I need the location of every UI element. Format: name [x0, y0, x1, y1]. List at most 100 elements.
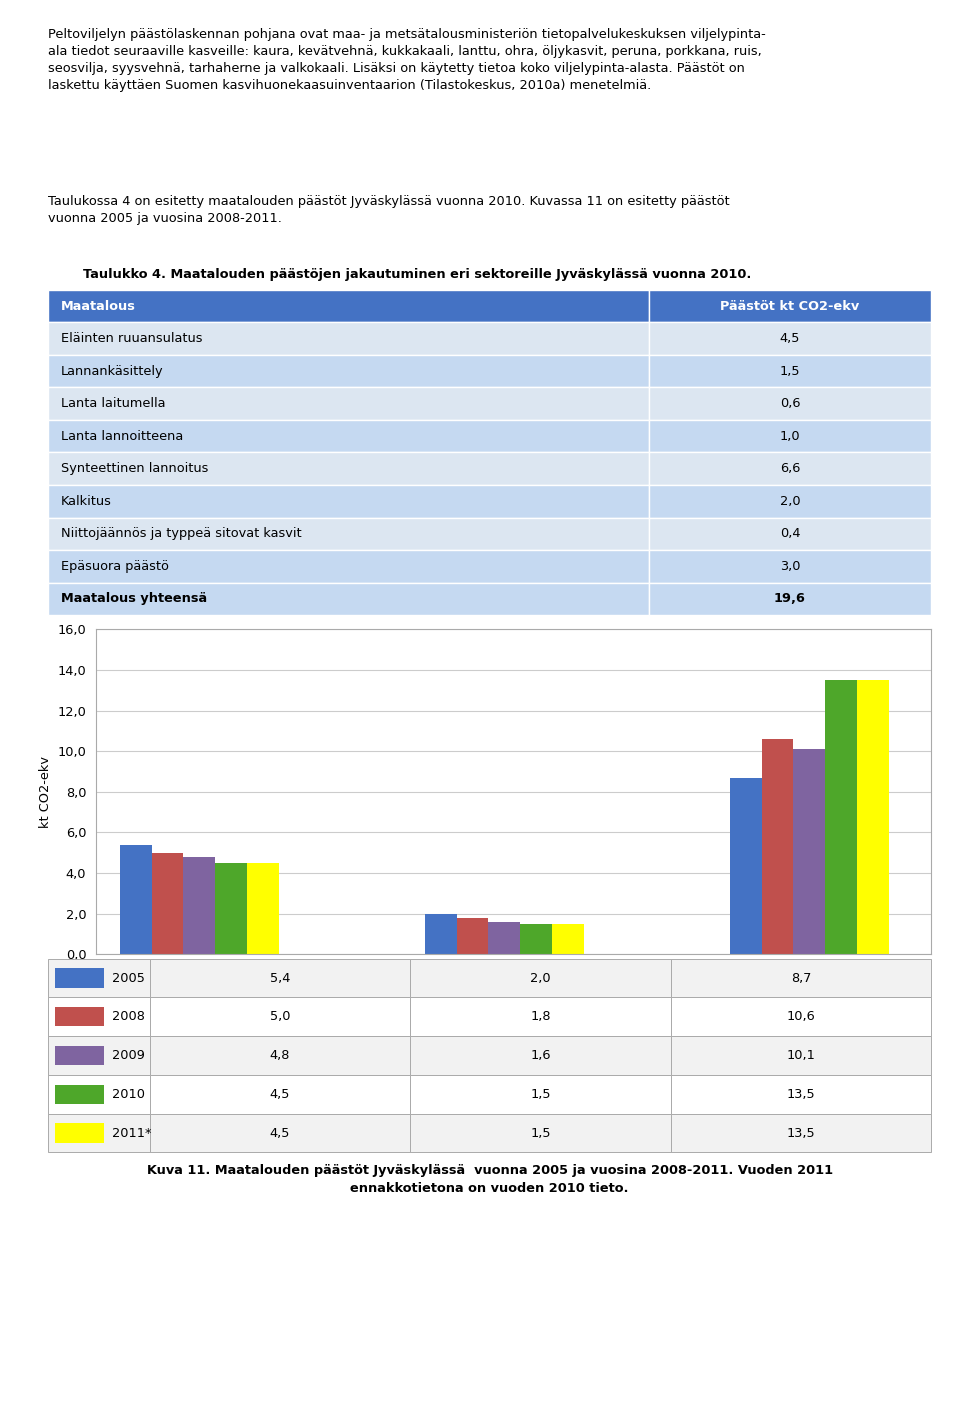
Bar [649, 485, 931, 518]
Bar [649, 518, 931, 550]
Bar [671, 959, 931, 997]
Bar [48, 518, 649, 550]
Text: 6,6: 6,6 [780, 462, 800, 475]
Text: Lannankäsittely: Lannankäsittely [61, 365, 164, 378]
Bar [857, 680, 889, 954]
Bar [826, 680, 857, 954]
Text: 1,5: 1,5 [780, 365, 800, 378]
Text: 1,8: 1,8 [530, 1011, 551, 1024]
Bar [150, 1036, 410, 1075]
Text: 4,5: 4,5 [270, 1087, 290, 1100]
Text: 1,5: 1,5 [530, 1087, 551, 1100]
Text: Eläinten ruuansulatus: Eläinten ruuansulatus [61, 332, 203, 345]
Bar [48, 355, 649, 387]
Bar [183, 857, 215, 954]
Text: Niittojäännös ja typpeä sitovat kasvit: Niittojäännös ja typpeä sitovat kasvit [61, 527, 301, 540]
Text: 2008: 2008 [112, 1011, 145, 1024]
Bar [215, 863, 247, 954]
Text: 10,1: 10,1 [786, 1049, 815, 1062]
Bar [247, 863, 279, 954]
Text: 0,4: 0,4 [780, 527, 800, 540]
Bar [48, 1114, 150, 1152]
Text: Maatalous: Maatalous [61, 300, 136, 312]
Bar [152, 853, 183, 954]
Text: Taulukko 4. Maatalouden päästöjen jakautuminen eri sektoreille Jyväskylässä vuon: Taulukko 4. Maatalouden päästöjen jakaut… [84, 267, 752, 281]
Bar [730, 778, 761, 954]
Text: 1,0: 1,0 [780, 430, 801, 443]
Bar [649, 420, 931, 452]
Text: 5,0: 5,0 [270, 1011, 290, 1024]
Bar [671, 1036, 931, 1075]
Text: 2011*: 2011* [112, 1127, 152, 1140]
Bar [48, 452, 649, 485]
Bar [424, 913, 457, 954]
Text: 2,0: 2,0 [780, 495, 801, 508]
Ellipse shape [45, 1335, 69, 1387]
Text: 3,0: 3,0 [780, 560, 800, 573]
Bar [457, 918, 489, 954]
Text: 2,0: 2,0 [530, 971, 551, 984]
Text: 13,5: 13,5 [786, 1127, 815, 1140]
Text: Kuva 11. Maatalouden päästöt Jyväskylässä  vuonna 2005 ja vuosina 2008-2011. Vuo: Kuva 11. Maatalouden päästöt Jyväskyläss… [147, 1164, 832, 1195]
Bar [649, 550, 931, 583]
Bar [48, 322, 649, 355]
Bar [410, 959, 671, 997]
Bar [48, 583, 649, 615]
Bar [410, 1114, 671, 1152]
Text: Lanta lannoitteena: Lanta lannoitteena [61, 430, 183, 443]
Bar [410, 1075, 671, 1114]
Text: 5,4: 5,4 [270, 971, 290, 984]
Text: Synteettinen lannoitus: Synteettinen lannoitus [61, 462, 208, 475]
Bar [48, 997, 150, 1036]
Bar [671, 997, 931, 1036]
Text: Epäsuora päästö: Epäsuora päästö [61, 560, 169, 573]
Bar [120, 844, 152, 954]
Bar [671, 1075, 931, 1114]
Bar [55, 1123, 104, 1143]
Bar [552, 923, 584, 954]
Text: Kalkitus: Kalkitus [61, 495, 112, 508]
Text: 4,8: 4,8 [270, 1049, 290, 1062]
Bar [489, 922, 520, 954]
Bar [48, 290, 649, 322]
Text: 4,5: 4,5 [780, 332, 800, 345]
Text: Lanta laitumella: Lanta laitumella [61, 397, 166, 410]
Bar [48, 550, 649, 583]
Bar [150, 1075, 410, 1114]
Bar [55, 969, 104, 988]
Y-axis label: kt CO2-ekv: kt CO2-ekv [38, 756, 52, 827]
Bar [649, 355, 931, 387]
Bar [150, 959, 410, 997]
Ellipse shape [30, 1342, 47, 1380]
Bar [48, 387, 649, 420]
Text: Taulukossa 4 on esitetty maatalouden päästöt Jyväskylässä vuonna 2010. Kuvassa 1: Taulukossa 4 on esitetty maatalouden pää… [48, 195, 730, 225]
Bar [649, 583, 931, 615]
Text: 0,6: 0,6 [780, 397, 800, 410]
Bar [793, 749, 826, 954]
Text: 2005: 2005 [112, 971, 145, 984]
Bar [649, 452, 931, 485]
Text: 8,7: 8,7 [791, 971, 811, 984]
Bar [410, 997, 671, 1036]
Text: 1,5: 1,5 [530, 1127, 551, 1140]
Bar [410, 1036, 671, 1075]
Bar [48, 485, 649, 518]
Text: 19,6: 19,6 [774, 592, 805, 605]
Text: 13,5: 13,5 [786, 1087, 815, 1100]
Bar [150, 997, 410, 1036]
Bar [761, 740, 793, 954]
Bar [671, 1114, 931, 1152]
Text: 4,5: 4,5 [270, 1127, 290, 1140]
Bar [48, 1036, 150, 1075]
Text: 2010: 2010 [112, 1087, 146, 1100]
Text: Peltoviljelyn päästölaskennan pohjana ovat maa- ja metsätalousministeriön tietop: Peltoviljelyn päästölaskennan pohjana ov… [48, 28, 766, 92]
Text: CO2-RAPORTTI  |  BENVIROC OY 2012: CO2-RAPORTTI | BENVIROC OY 2012 [72, 1355, 292, 1367]
Text: 2009: 2009 [112, 1049, 145, 1062]
Bar [55, 1085, 104, 1104]
Bar [649, 387, 931, 420]
Bar [649, 290, 931, 322]
Text: Päästöt kt CO2-ekv: Päästöt kt CO2-ekv [720, 300, 859, 312]
Text: 1,6: 1,6 [530, 1049, 551, 1062]
Bar [150, 1114, 410, 1152]
Bar [48, 420, 649, 452]
